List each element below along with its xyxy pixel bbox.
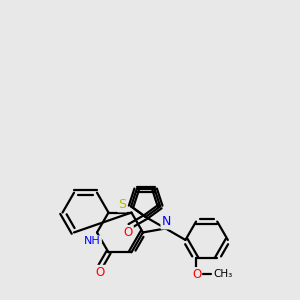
Text: O: O xyxy=(124,226,133,239)
Text: CH₃: CH₃ xyxy=(213,269,232,280)
Text: O: O xyxy=(192,268,201,281)
Text: NH: NH xyxy=(84,236,101,246)
Text: O: O xyxy=(96,266,105,279)
Text: N: N xyxy=(161,215,171,229)
Text: S: S xyxy=(118,198,126,212)
